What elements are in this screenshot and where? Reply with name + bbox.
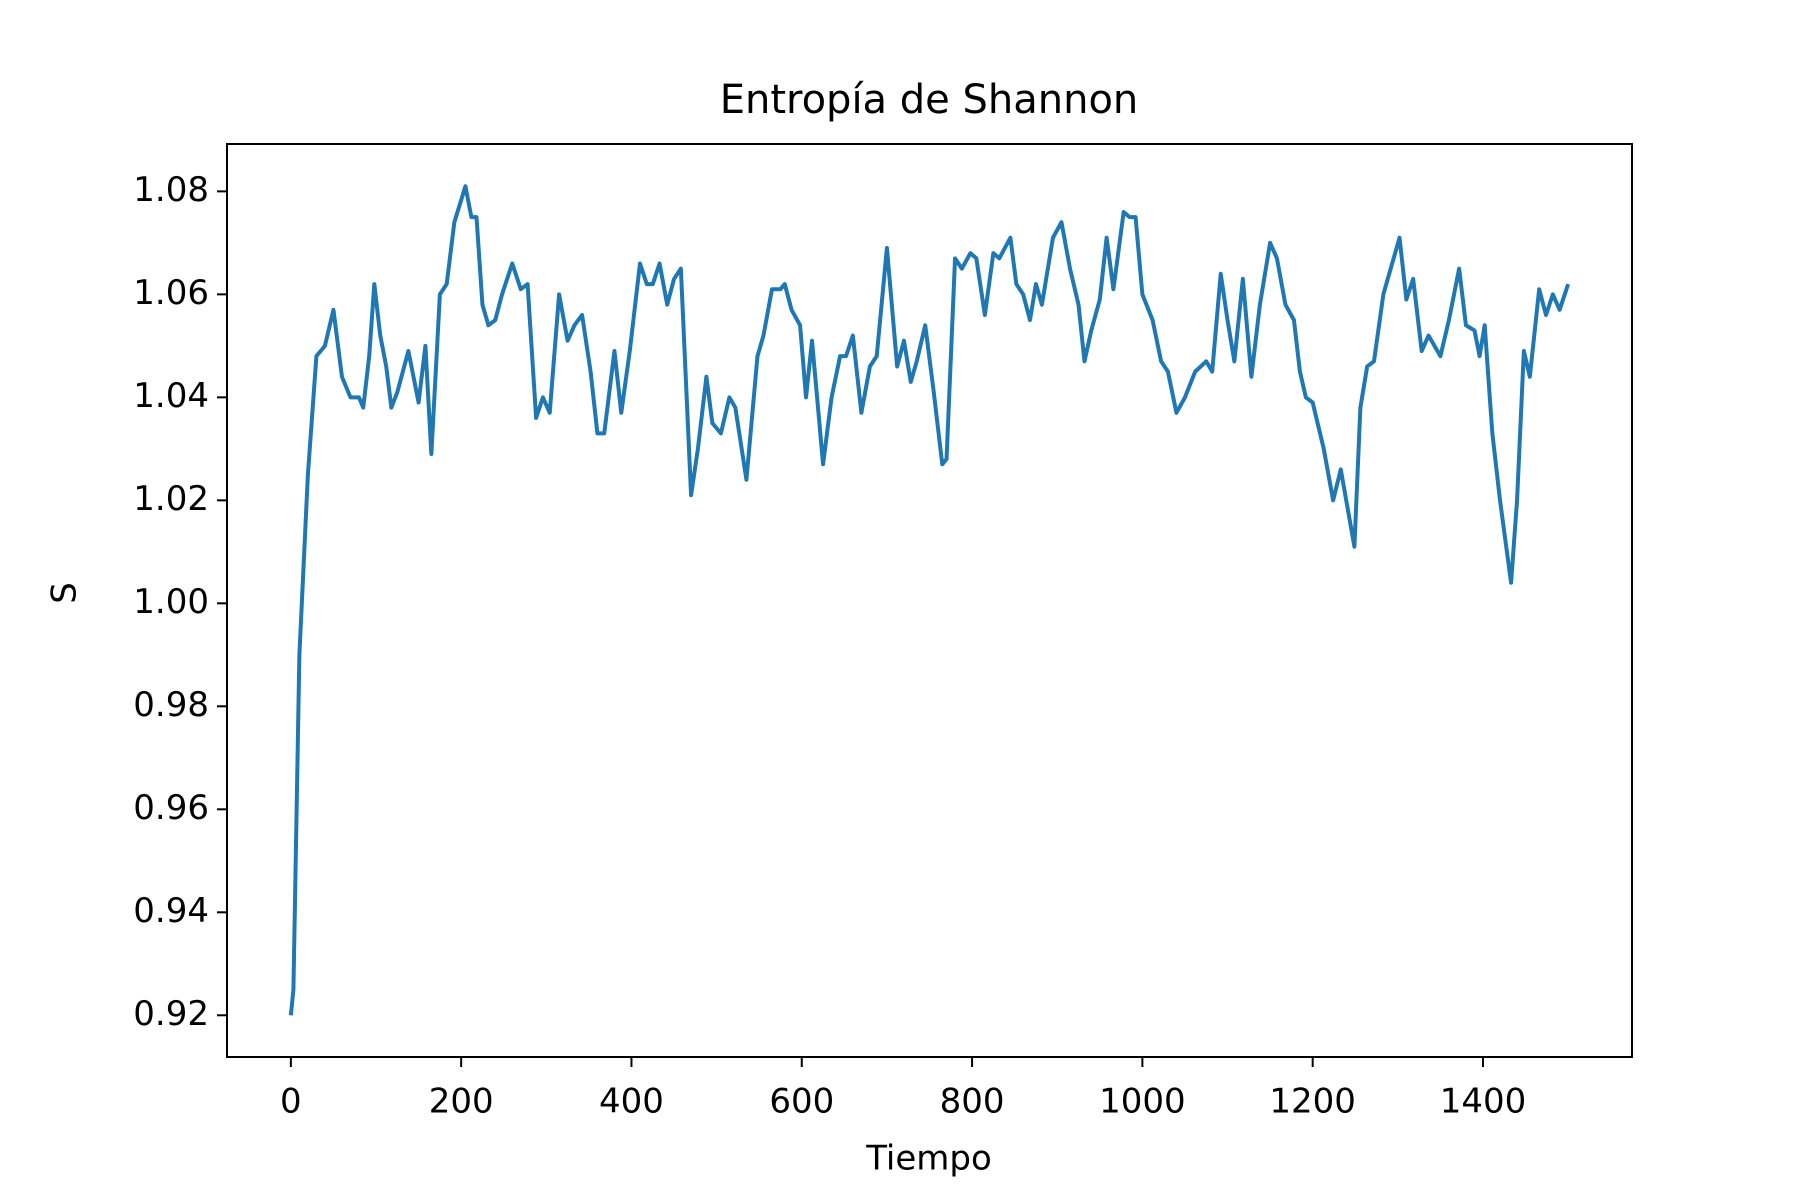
y-tick-label: 0.98: [133, 685, 209, 725]
x-tick-label: 1400: [1440, 1082, 1527, 1122]
x-tick-label: 800: [940, 1082, 1005, 1122]
y-tick-label: 0.94: [133, 891, 209, 931]
y-tick-label: 1.04: [133, 376, 209, 416]
y-tick-label: 1.02: [133, 479, 209, 519]
data-line: [288, 184, 1571, 1016]
y-tick-label: 1.00: [133, 582, 209, 622]
plot-frame: [226, 143, 1633, 1058]
x-tick-label: 400: [599, 1082, 664, 1122]
y-tick-label: 1.08: [133, 170, 209, 210]
x-tick-label: 0: [280, 1082, 302, 1122]
y-axis-label: S: [45, 582, 85, 604]
y-tick-label: 0.96: [133, 788, 209, 828]
x-tick-label: 1000: [1099, 1082, 1186, 1122]
y-tick-label: 1.06: [133, 273, 209, 313]
x-tick-label: 1200: [1269, 1082, 1356, 1122]
x-tick-label: 200: [429, 1082, 494, 1122]
chart-title: Entropía de Shannon: [720, 77, 1139, 123]
x-tick-label: 600: [769, 1082, 834, 1122]
x-axis-label: Tiempo: [865, 1139, 992, 1179]
y-tick-label: 0.92: [133, 994, 209, 1034]
